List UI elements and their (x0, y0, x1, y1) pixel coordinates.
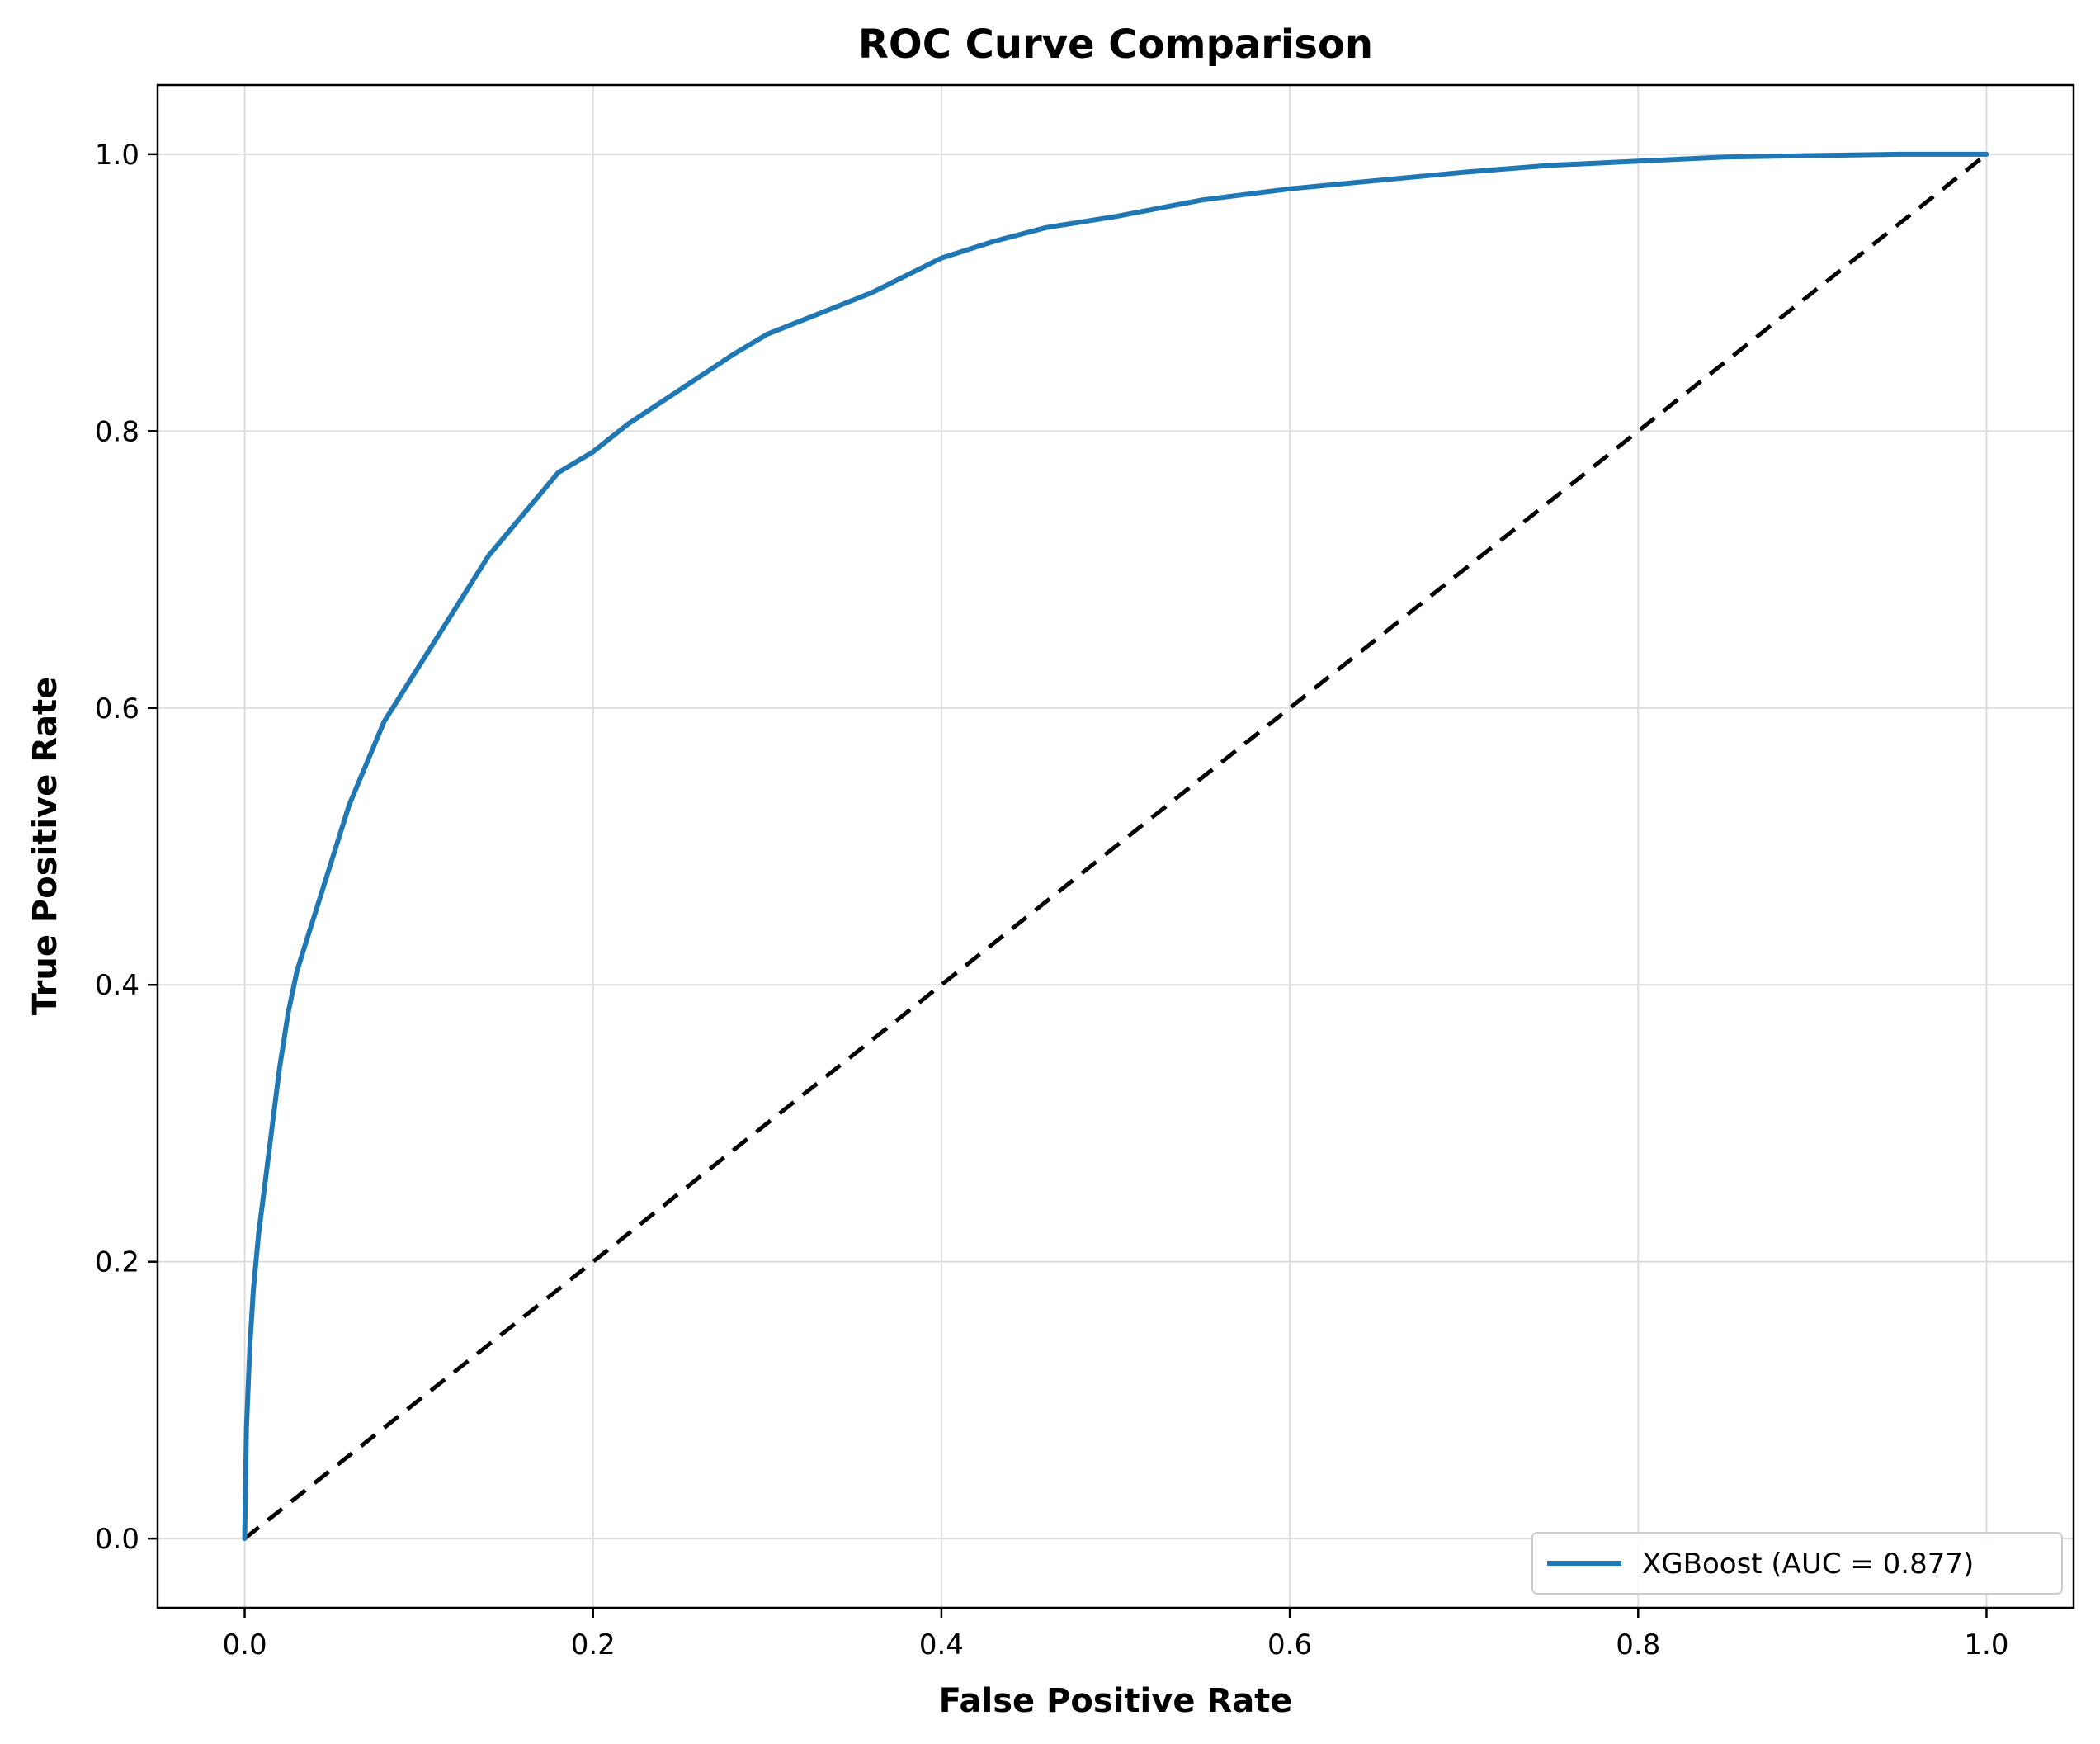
y-tick-label: 0.4 (95, 969, 139, 1002)
roc-curve-xgboost (242, 151, 1989, 1542)
plot-frame (156, 83, 2075, 1609)
x-tick-label: 0.8 (1616, 1628, 1660, 1661)
series-layer (242, 151, 1989, 1542)
grid-layer (158, 85, 2074, 1608)
x-axis-label: False Positive Rate (939, 1682, 1293, 1720)
legend-label: XGBoost (AUC = 0.877) (1642, 1548, 1974, 1581)
x-tick-label: 1.0 (1964, 1628, 2008, 1661)
x-tick-label: 0.0 (223, 1628, 267, 1661)
x-tick-label: 0.4 (919, 1628, 964, 1661)
x-tick-label: 0.6 (1267, 1628, 1312, 1661)
y-tick-label: 0.0 (95, 1523, 139, 1556)
chart-title: ROC Curve Comparison (858, 21, 1373, 68)
y-tick-label: 1.0 (95, 139, 139, 172)
tick-layer: 0.0 0.2 0.4 0.6 0.8 1.0 0.0 0.2 0.4 0.6 0.8 1.0 (95, 139, 2009, 1661)
x-tick-label: 0.2 (571, 1628, 616, 1661)
legend: XGBoost (AUC = 0.877) (1531, 1532, 2063, 1595)
y-tick-label: 0.6 (95, 692, 139, 725)
y-tick-label: 0.8 (95, 415, 139, 448)
y-tick-label: 0.2 (95, 1246, 139, 1279)
y-axis-label: True Positive Rate (26, 677, 64, 1015)
legend-box (1531, 1532, 2063, 1595)
chance-diagonal-line (243, 152, 1989, 1541)
